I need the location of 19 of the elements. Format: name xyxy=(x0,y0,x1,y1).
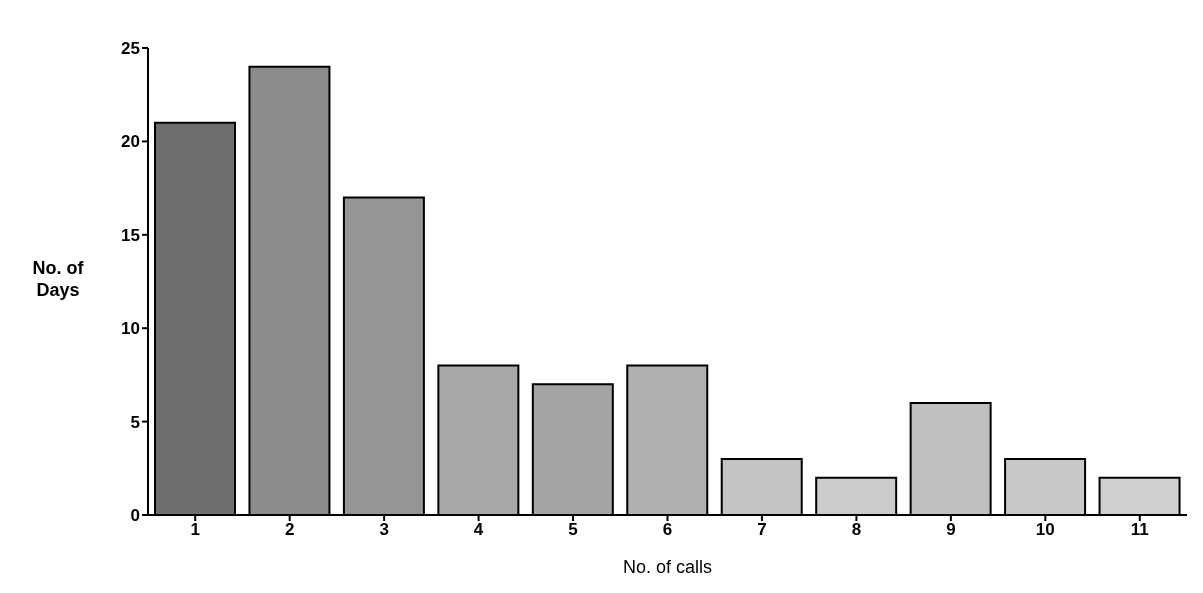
x-axis-title: No. of calls xyxy=(622,557,713,577)
x-tick-label: 8 xyxy=(851,520,862,540)
x-tick-label: 5 xyxy=(568,520,578,540)
x-tick-label: 7 xyxy=(757,520,767,540)
x-tick-label: 10 xyxy=(1035,520,1055,540)
x-tick-label: 1 xyxy=(190,520,200,540)
y-tick-label: 5 xyxy=(130,412,140,432)
y-tick-label: 25 xyxy=(121,39,140,59)
y-axis-title: No. of Days xyxy=(32,257,85,300)
y-tick-label: 15 xyxy=(121,225,140,245)
x-tick-label: 2 xyxy=(284,520,295,540)
x-tick-label: 6 xyxy=(662,520,673,540)
x-tick-label: 3 xyxy=(379,520,389,540)
x-tick-label: 4 xyxy=(473,520,484,540)
y-tick-label: 10 xyxy=(121,319,140,339)
x-tick-label: 9 xyxy=(946,520,956,540)
y-tick-label: 20 xyxy=(121,132,140,152)
y-tick-label: 0 xyxy=(130,506,140,526)
x-tick-label: 11 xyxy=(1130,520,1149,540)
